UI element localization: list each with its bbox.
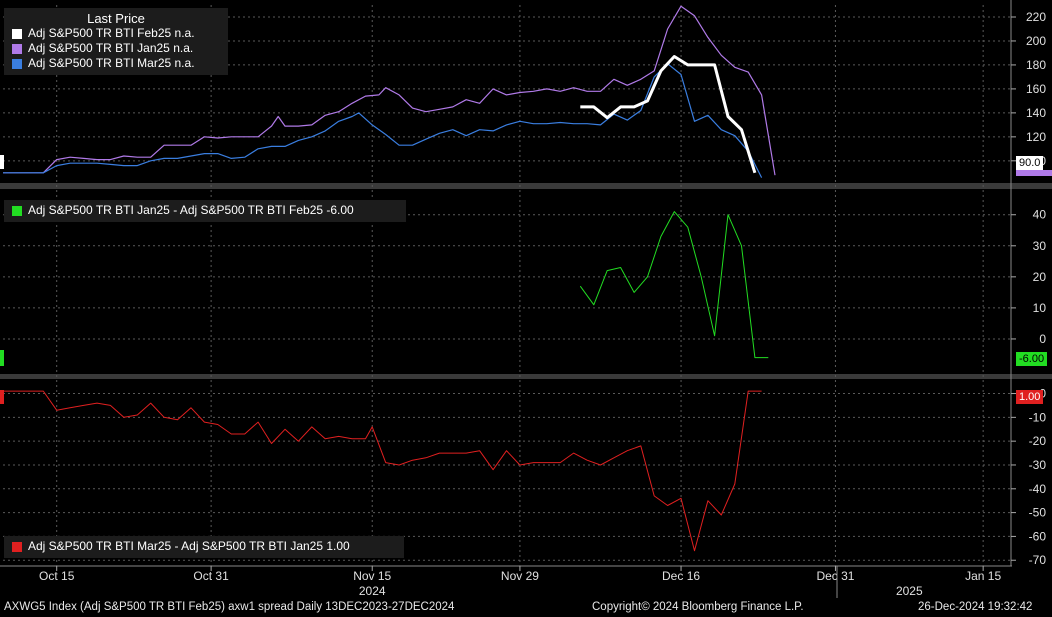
x-tick-label: Nov 29 bbox=[501, 569, 539, 583]
left-marker bbox=[0, 155, 4, 169]
y-tick-label: 120 bbox=[1026, 130, 1046, 144]
series-line bbox=[579, 211, 769, 359]
y-tick-label: -30 bbox=[1029, 458, 1047, 472]
series-line bbox=[3, 63, 763, 178]
x-tick-label: Jan 15 bbox=[965, 569, 1001, 583]
y-tick-label: 0 bbox=[1039, 332, 1046, 346]
y-tick-label: 160 bbox=[1026, 82, 1046, 96]
legend-label-spread-jan-feb: Adj S&P500 TR BTI Jan25 - Adj S&P500 TR … bbox=[28, 203, 354, 217]
footer-timestamp: 26-Dec-2024 19:32:42 bbox=[918, 601, 1033, 613]
left-marker bbox=[0, 350, 4, 366]
y-tick-label: -50 bbox=[1029, 506, 1047, 520]
legend-swatch-spread-mar-jan bbox=[12, 541, 22, 552]
legend-swatch-jan25 bbox=[12, 43, 22, 54]
legend-bot: Adj S&P500 TR BTI Mar25 - Adj S&P500 TR … bbox=[4, 536, 404, 558]
footer-security-info: AXWG5 Index (Adj S&P500 TR BTI Feb25) ax… bbox=[4, 601, 455, 613]
legend-top: Last Price Adj S&P500 TR BTI Feb25 n.a. … bbox=[4, 8, 228, 75]
left-marker bbox=[0, 390, 4, 404]
footer-copyright: Copyright© 2024 Bloomberg Finance L.P. bbox=[592, 601, 804, 613]
last-value-tag-top-jan25 bbox=[1016, 170, 1052, 176]
series-line bbox=[3, 390, 762, 552]
legend-label-feb25: Adj S&P500 TR BTI Feb25 n.a. bbox=[28, 26, 195, 40]
legend-mid: Adj S&P500 TR BTI Jan25 - Adj S&P500 TR … bbox=[4, 200, 406, 222]
y-tick-label: 140 bbox=[1026, 106, 1046, 120]
y-tick-label: -20 bbox=[1029, 434, 1047, 448]
x-tick-label: Dec 16 bbox=[662, 569, 700, 583]
x-tick-label: Oct 31 bbox=[193, 569, 229, 583]
last-value-tag-mid: -6.00 bbox=[1016, 352, 1048, 366]
x-tick-label: Nov 15 bbox=[353, 569, 391, 583]
x-year-label: 2024 bbox=[359, 584, 386, 598]
x-tick-label: Dec 31 bbox=[816, 569, 854, 583]
legend-label-mar25: Adj S&P500 TR BTI Mar25 n.a. bbox=[28, 56, 195, 70]
last-value-tag-top: 90.0 bbox=[1016, 156, 1044, 170]
y-tick-label: 10 bbox=[1033, 301, 1047, 315]
y-tick-label: 220 bbox=[1026, 10, 1046, 24]
legend-swatch-mar25 bbox=[12, 58, 22, 69]
x-tick-label: Oct 15 bbox=[39, 569, 75, 583]
y-tick-label: 40 bbox=[1033, 208, 1047, 222]
y-tick-label: 180 bbox=[1026, 58, 1046, 72]
legend-header: Last Price bbox=[87, 11, 145, 26]
x-year-label: 2025 bbox=[896, 584, 923, 598]
legend-item-mar25[interactable]: Adj S&P500 TR BTI Mar25 n.a. bbox=[12, 56, 220, 71]
footer-bar: AXWG5 Index (Adj S&P500 TR BTI Feb25) ax… bbox=[0, 599, 1052, 617]
last-value-tag-bot: 1.00 bbox=[1016, 390, 1044, 404]
y-tick-label: -10 bbox=[1029, 410, 1047, 424]
y-tick-label: -70 bbox=[1029, 553, 1047, 567]
legend-label-spread-mar-jan: Adj S&P500 TR BTI Mar25 - Adj S&P500 TR … bbox=[28, 539, 350, 553]
legend-item-feb25[interactable]: Adj S&P500 TR BTI Feb25 n.a. bbox=[12, 26, 220, 41]
y-tick-label: -60 bbox=[1029, 529, 1047, 543]
legend-item-jan25[interactable]: Adj S&P500 TR BTI Jan25 n.a. bbox=[12, 41, 220, 56]
y-tick-label: 20 bbox=[1033, 270, 1047, 284]
y-tick-label: 30 bbox=[1033, 239, 1047, 253]
legend-swatch-feb25 bbox=[12, 28, 22, 39]
legend-item-spread-jan-feb[interactable]: Adj S&P500 TR BTI Jan25 - Adj S&P500 TR … bbox=[12, 203, 398, 218]
panel-divider bbox=[0, 374, 1052, 379]
y-tick-label: -40 bbox=[1029, 482, 1047, 496]
panel-divider bbox=[0, 183, 1052, 189]
legend-swatch-spread-jan-feb bbox=[12, 205, 22, 216]
series-line bbox=[3, 5, 776, 176]
legend-label-jan25: Adj S&P500 TR BTI Jan25 n.a. bbox=[28, 41, 194, 55]
y-tick-label: 200 bbox=[1026, 34, 1046, 48]
legend-item-spread-mar-jan[interactable]: Adj S&P500 TR BTI Mar25 - Adj S&P500 TR … bbox=[12, 539, 396, 554]
series-line bbox=[580, 55, 757, 174]
